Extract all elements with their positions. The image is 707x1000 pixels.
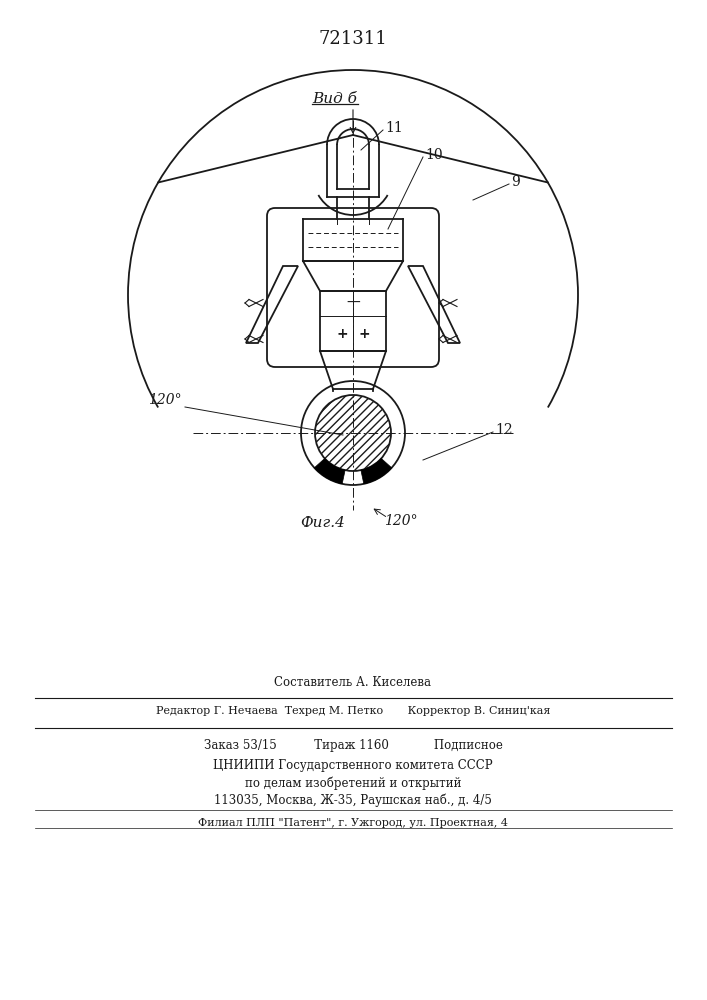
Text: 721311: 721311 — [319, 30, 387, 48]
Text: Филиал ПЛП "Патент", г. Ужгород, ул. Проектная, 4: Филиал ПЛП "Патент", г. Ужгород, ул. Про… — [198, 818, 508, 828]
Wedge shape — [315, 458, 345, 484]
Text: Заказ 53/15          Тираж 1160            Подписное: Заказ 53/15 Тираж 1160 Подписное — [204, 740, 503, 752]
Text: 11: 11 — [385, 121, 403, 135]
Text: 10: 10 — [425, 148, 443, 162]
Text: Составитель А. Киселева: Составитель А. Киселева — [274, 676, 431, 690]
Text: ЦНИИПИ Государственного комитета СССР: ЦНИИПИ Государственного комитета СССР — [214, 760, 493, 772]
Wedge shape — [361, 458, 392, 484]
Text: +: + — [337, 327, 348, 341]
Text: по делам изобретений и открытий: по делам изобретений и открытий — [245, 776, 461, 790]
Text: +: + — [358, 327, 370, 341]
Text: 113035, Москва, Ж-35, Раушская наб., д. 4/5: 113035, Москва, Ж-35, Раушская наб., д. … — [214, 793, 492, 807]
Text: —: — — [346, 296, 360, 310]
Text: 120°: 120° — [148, 393, 182, 407]
Text: Редактор Г. Нечаева  Техред М. Петко       Корректор В. Синиц'кая: Редактор Г. Нечаева Техред М. Петко Корр… — [156, 706, 550, 716]
Text: 9: 9 — [511, 175, 520, 189]
Text: 120°: 120° — [384, 514, 418, 528]
Text: Фиг.4: Фиг.4 — [300, 516, 346, 530]
Text: 12: 12 — [495, 423, 513, 437]
Circle shape — [315, 395, 391, 471]
Text: Вид б: Вид б — [312, 92, 358, 106]
